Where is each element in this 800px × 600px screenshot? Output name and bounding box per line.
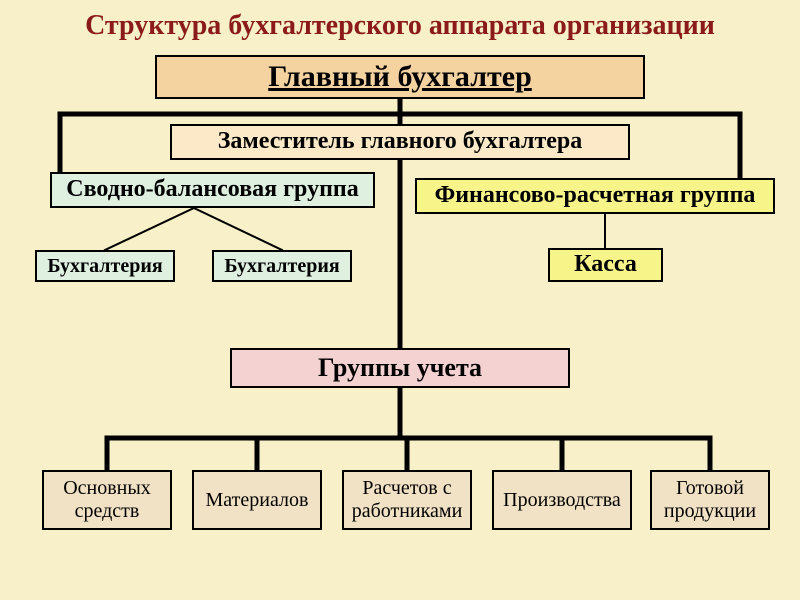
node-label: Основных средств: [48, 477, 166, 523]
node-buh-2: Бухгалтерия: [212, 250, 352, 282]
node-fin-group: Финансово-расчетная группа: [415, 178, 775, 214]
node-group-gotov: Готовой продукции: [650, 470, 770, 530]
node-label: Расчетов с работниками: [348, 477, 466, 523]
node-deputy: Заместитель главного бухгалтера: [170, 124, 630, 160]
node-chief-accountant: Главный бухгалтер: [155, 55, 645, 99]
node-label: Производства: [503, 489, 621, 512]
node-label: Готовой продукции: [656, 477, 764, 523]
diagram-canvas: Структура бухгалтерского аппарата органи…: [0, 0, 800, 600]
node-label: Материалов: [206, 489, 309, 512]
node-group-rasch: Расчетов с работниками: [342, 470, 472, 530]
node-group-materials: Материалов: [192, 470, 322, 530]
node-groups: Группы учета: [230, 348, 570, 388]
node-label: Сводно-балансовая группа: [66, 176, 359, 204]
node-label: Группы учета: [318, 353, 482, 383]
node-group-proizv: Производства: [492, 470, 632, 530]
node-label: Финансово-расчетная группа: [435, 182, 756, 210]
node-buh-1: Бухгалтерия: [35, 250, 175, 282]
node-kassa: Касса: [548, 248, 663, 282]
node-label: Бухгалтерия: [47, 255, 162, 278]
node-label: Главный бухгалтер: [268, 60, 532, 95]
node-label: Бухгалтерия: [224, 255, 339, 278]
node-label: Касса: [574, 251, 637, 279]
node-svod-group: Сводно-балансовая группа: [50, 172, 375, 208]
node-label: Заместитель главного бухгалтера: [218, 128, 583, 156]
node-group-os: Основных средств: [42, 470, 172, 530]
